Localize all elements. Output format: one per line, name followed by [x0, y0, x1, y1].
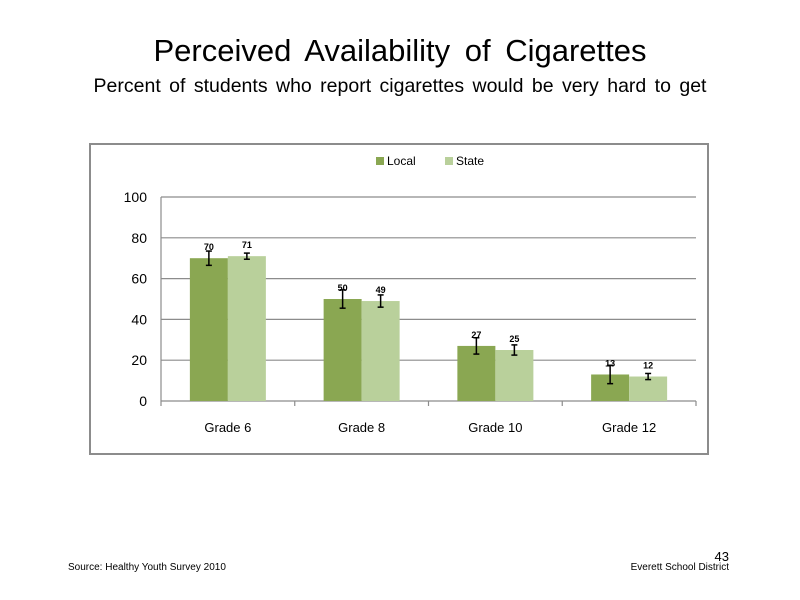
district-name: Everett School District — [630, 562, 729, 573]
data-label: 50 — [338, 283, 348, 293]
chart-frame: 0 20 40 60 80 100 70 71 Grade 6 50 49 Grade 8 27 25 Gr… — [89, 143, 709, 455]
data-label: 71 — [242, 240, 252, 250]
bar-chart: 0 20 40 60 80 100 70 71 Grade 6 50 49 Grade 8 27 25 Gr… — [124, 154, 697, 435]
y-tick-label-80: 80 — [131, 230, 147, 246]
data-label: 27 — [471, 330, 481, 340]
legend-label-state: State — [456, 154, 484, 168]
bar-state-grade-10 — [495, 350, 534, 401]
page-number: 43 — [714, 549, 729, 564]
y-tick-label-40: 40 — [131, 311, 147, 327]
y-tick-label-100: 100 — [124, 189, 148, 205]
bar-local-grade-10 — [457, 345, 496, 401]
slide-title: Perceived Availability of Cigarettes — [153, 33, 647, 68]
x-tick-label: Grade 6 — [204, 420, 251, 435]
bar-state-grade-6 — [227, 256, 266, 401]
x-tick-label: Grade 12 — [602, 420, 656, 435]
x-tick-label: Grade 8 — [338, 420, 385, 435]
data-label: 12 — [643, 361, 653, 371]
legend-swatch-local — [376, 157, 384, 165]
legend-swatch-state — [445, 157, 453, 165]
x-tick-label: Grade 10 — [468, 420, 522, 435]
bar-state-grade-12 — [629, 376, 668, 401]
y-tick-label-60: 60 — [131, 271, 147, 287]
y-tick-label-20: 20 — [131, 352, 147, 368]
bar-local-grade-6 — [189, 258, 228, 401]
bar-state-grade-8 — [361, 301, 400, 401]
bar-local-grade-8 — [323, 299, 362, 401]
source-note: Source: Healthy Youth Survey 2010 — [68, 562, 226, 573]
data-label: 13 — [605, 358, 615, 368]
data-label: 70 — [204, 242, 214, 252]
data-label: 49 — [376, 285, 386, 295]
slide-subtitle: Percent of students who report cigarette… — [93, 75, 707, 97]
data-label: 25 — [509, 334, 519, 344]
legend-label-local: Local — [387, 154, 416, 168]
y-tick-label-0: 0 — [139, 393, 147, 409]
